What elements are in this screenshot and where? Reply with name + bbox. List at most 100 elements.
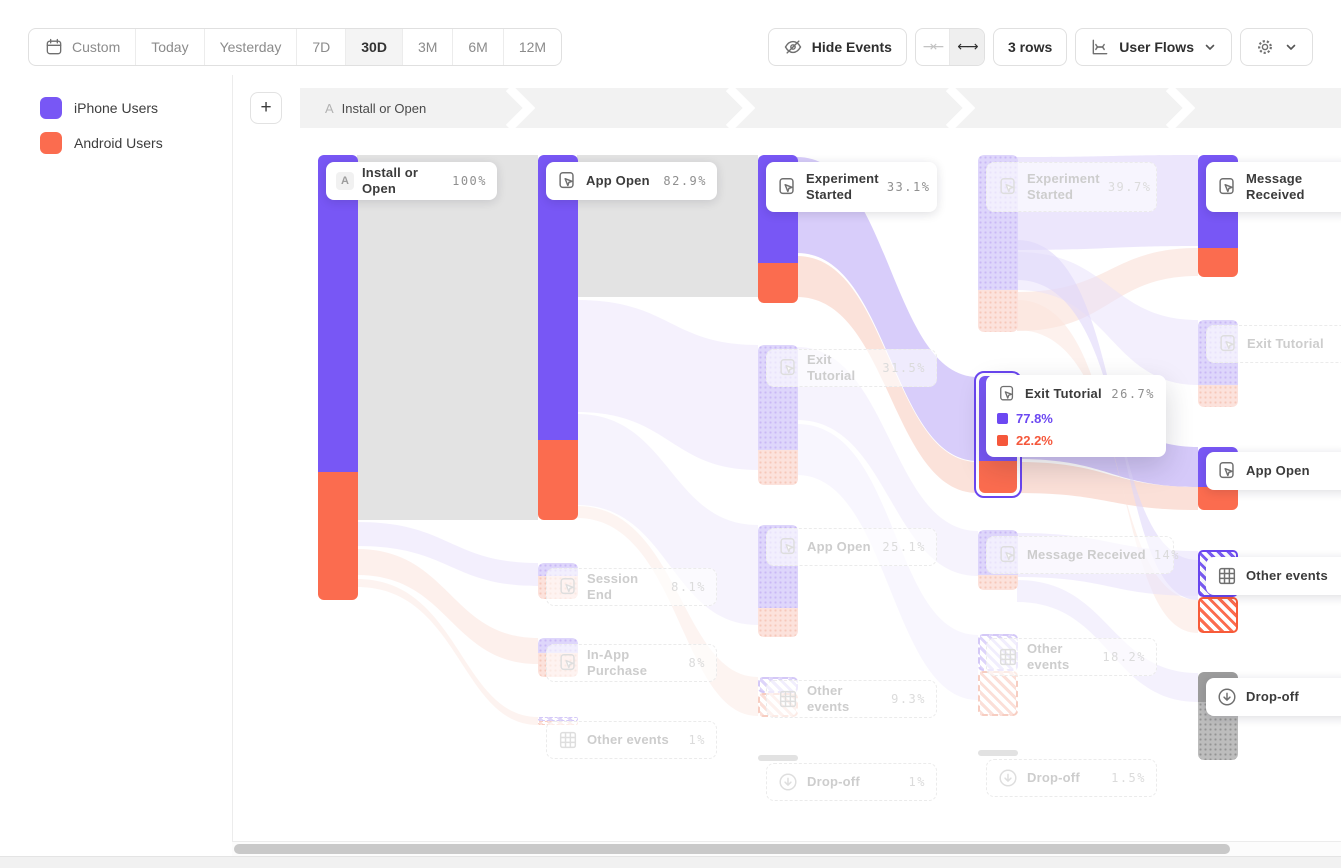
event-icon — [997, 384, 1017, 404]
date-preset-12m[interactable]: 12M — [518, 39, 547, 55]
legend-item-android-users[interactable]: Android Users — [40, 132, 163, 154]
event-icon — [776, 176, 798, 198]
flow-node-other-events[interactable]: Other events 1% — [538, 717, 717, 759]
event-icon — [557, 576, 579, 598]
node-card[interactable]: A Install or Open 100% — [326, 162, 497, 200]
flow-node-experiment-started-step4[interactable]: Experiment Started 39.7% — [978, 155, 1157, 332]
hide-events-button[interactable]: Hide Events — [767, 28, 907, 66]
node-card[interactable]: In-App Purchase 8% — [546, 644, 717, 682]
node-card[interactable]: Exit Tutorial 31.5% — [766, 349, 937, 387]
chevron-down-icon — [1203, 40, 1217, 54]
node-card[interactable]: Experiment Started 39.7% — [986, 162, 1157, 212]
node-card[interactable]: Drop-off 1% — [766, 763, 937, 801]
step-badge: A — [325, 100, 334, 116]
flow-node-message-received-step5[interactable]: Message Received — [1198, 155, 1341, 277]
sidebar-divider — [232, 75, 233, 856]
node-card[interactable]: Message Received 14% — [986, 536, 1179, 574]
legend-item-iphone-users[interactable]: iPhone Users — [40, 97, 158, 119]
grid-icon — [997, 646, 1019, 668]
breakdown-swatch-orange — [997, 435, 1008, 446]
flow-node-drop-off-step4[interactable]: Drop-off 1.5% — [978, 750, 1157, 797]
flow-node-other-events-step5[interactable]: Other events — [1198, 550, 1341, 633]
date-preset-custom[interactable]: Custom — [29, 29, 137, 65]
date-preset-6m[interactable]: 6M — [453, 29, 504, 65]
grid-icon — [777, 688, 799, 710]
tooltip-header: Exit Tutorial 26.7% — [997, 384, 1155, 404]
collapse-columns-button[interactable]: →← — [916, 29, 950, 65]
node-card[interactable]: Other events — [1206, 557, 1341, 595]
flow-node-exit-tutorial-step5[interactable]: Exit Tutorial — [1198, 320, 1341, 407]
eye-off-icon — [783, 37, 803, 57]
step-separator-chevron — [725, 88, 755, 128]
flow-node-other-events-step4[interactable]: Other events 18.2% — [978, 634, 1157, 716]
horizontal-scrollbar-thumb[interactable] — [234, 844, 1230, 854]
expand-columns-button[interactable]: ←→ — [949, 29, 984, 65]
drop-off-icon — [1216, 686, 1238, 708]
drop-off-icon — [777, 771, 799, 793]
node-card[interactable]: App Open 82.9% — [546, 162, 717, 200]
event-icon — [997, 176, 1019, 198]
event-icon — [777, 357, 799, 379]
gear-icon — [1255, 37, 1275, 57]
event-icon — [556, 170, 578, 192]
node-card[interactable]: Drop-off — [1206, 678, 1341, 716]
date-range-picker: Custom Today Yesterday 7D 30D 3M 6M 12M — [28, 28, 563, 66]
flow-node-app-open-step5[interactable]: App Open — [1198, 447, 1341, 510]
flow-node-drop-off-step5[interactable]: Drop-off — [1198, 672, 1341, 760]
event-icon — [557, 652, 579, 674]
node-card[interactable]: Drop-off 1.5% — [986, 759, 1157, 797]
date-preset-today[interactable]: Today — [136, 29, 205, 65]
node-card[interactable]: Experiment Started 33.1% — [766, 162, 937, 212]
toolbar-right: Hide Events →← ←→ 3 rows User Flows — [767, 28, 1313, 66]
tooltip-breakdown-android: 22.2% — [997, 433, 1155, 448]
flow-node-drop-off-step3[interactable]: Drop-off 1% — [758, 755, 937, 801]
node-tooltip: Exit Tutorial 26.7% 77.8% 22.2% — [986, 375, 1166, 457]
node-card[interactable]: App Open 25.1% — [766, 528, 937, 566]
event-icon — [1216, 460, 1238, 482]
tooltip-breakdown-iphone: 77.8% — [997, 411, 1155, 426]
node-card[interactable]: App Open — [1206, 452, 1341, 490]
user-flows-chart-icon — [1090, 37, 1110, 57]
rows-button[interactable]: 3 rows — [992, 28, 1068, 66]
flow-node-app-open[interactable]: App Open 82.9% — [538, 155, 717, 520]
date-preset-3m[interactable]: 3M — [403, 29, 454, 65]
grid-icon — [1216, 565, 1238, 587]
flow-node-install-or-open[interactable]: A Install or Open 100% — [318, 155, 497, 600]
flow-node-message-received-step4[interactable]: Message Received 14% — [978, 530, 1179, 590]
node-card[interactable]: Session End 8.1% — [546, 568, 717, 606]
view-selector-button[interactable]: User Flows — [1075, 28, 1232, 66]
flow-node-app-open-step3[interactable]: App Open 25.1% — [758, 525, 937, 637]
node-card[interactable]: Message Received — [1206, 162, 1341, 212]
node-card[interactable]: Other events 9.3% — [766, 680, 937, 718]
chart-bottom-divider — [232, 841, 1341, 842]
horizontal-scrollbar-track[interactable] — [232, 842, 1341, 856]
grid-icon — [557, 729, 579, 751]
flow-node-session-end[interactable]: Session End 8.1% — [538, 563, 717, 606]
footer-strip — [0, 856, 1341, 868]
node-bar — [318, 155, 358, 600]
date-preset-yesterday[interactable]: Yesterday — [205, 29, 298, 65]
flow-node-other-events-step3[interactable]: Other events 9.3% — [758, 677, 937, 718]
flow-node-experiment-started[interactable]: Experiment Started 33.1% — [758, 155, 937, 303]
date-preset-30d[interactable]: 30D — [346, 29, 403, 65]
node-bar — [978, 155, 1018, 332]
drop-off-icon — [997, 767, 1019, 789]
add-step-button[interactable]: + — [250, 92, 282, 124]
node-bar — [538, 155, 578, 520]
chevron-down-icon — [1284, 40, 1298, 54]
event-icon — [1217, 333, 1239, 355]
event-icon — [997, 544, 1019, 566]
step-separator-chevron — [505, 88, 535, 128]
node-card[interactable]: Exit Tutorial — [1206, 325, 1341, 363]
node-card[interactable]: Other events 1% — [546, 721, 717, 759]
flow-node-exit-tutorial[interactable]: Exit Tutorial 31.5% — [758, 345, 937, 485]
flow-node-in-app-purchase[interactable]: In-App Purchase 8% — [538, 638, 717, 682]
settings-button[interactable] — [1240, 28, 1313, 66]
step-letter-badge: A — [336, 172, 354, 190]
date-preset-7d[interactable]: 7D — [297, 29, 347, 65]
node-card[interactable]: Other events 18.2% — [986, 638, 1157, 676]
path-step-1[interactable]: A Install or Open — [325, 100, 427, 116]
event-icon — [1216, 176, 1238, 198]
legend-swatch-orange — [40, 132, 62, 154]
